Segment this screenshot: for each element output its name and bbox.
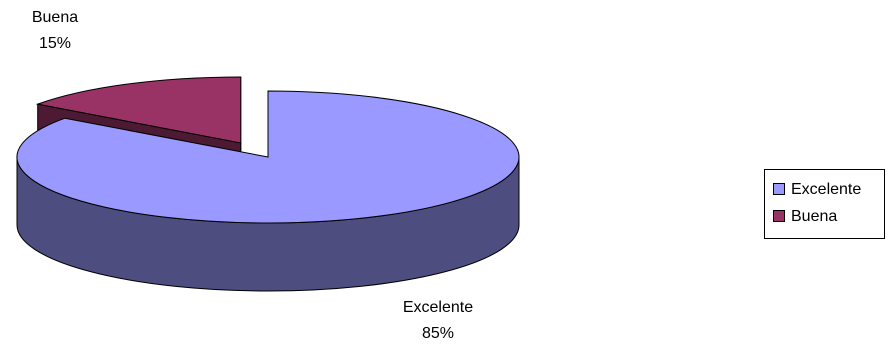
legend-swatch-excelente [773,182,785,195]
pie-slice-excelente [16,90,520,292]
slice-label-excelente: Excelente [403,299,473,316]
chart-legend: Excelente Buena [764,169,885,239]
legend-entry-excelente: Excelente [773,180,861,200]
legend-label-buena: Buena [791,208,838,225]
slice-percent-buena: 15% [39,35,71,52]
pie-slice-top-excelente [16,90,520,224]
legend-entry-buena: Buena [773,207,837,227]
legend-swatch-buena [773,209,785,222]
legend-label-excelente: Excelente [791,181,862,198]
pie-slice-top-buena [35,76,242,144]
slice-label-buena: Buena [32,9,78,26]
slice-percent-excelente: 85% [422,325,454,342]
